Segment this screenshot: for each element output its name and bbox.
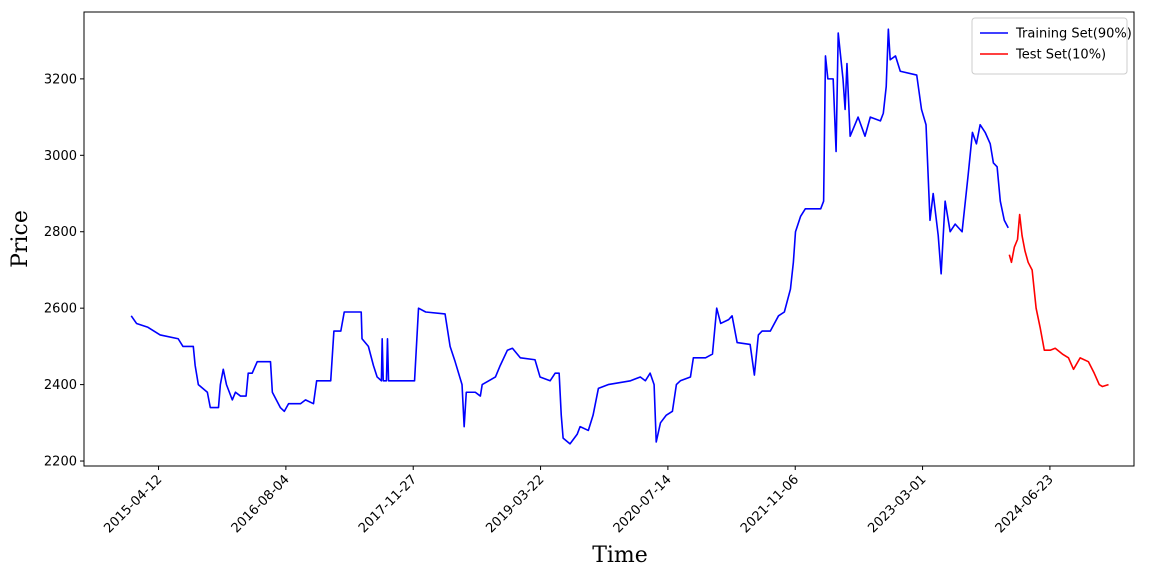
legend: Training Set(90%) Test Set(10%) <box>971 17 1132 75</box>
legend-label: Training Set(90%) <box>1015 27 1132 42</box>
y-tick-label: 2200 <box>44 455 77 470</box>
y-tick-label: 2600 <box>44 302 77 317</box>
line <box>1008 213 1109 388</box>
y-tick-label: 3000 <box>44 149 77 164</box>
y-tick-label: 2400 <box>44 378 77 393</box>
x-axis-label: Time <box>592 543 648 568</box>
y-axis-label: Price <box>8 210 33 268</box>
line <box>130 28 1009 445</box>
legend-box <box>971 17 1128 75</box>
y-tick-label: 3200 <box>44 72 77 87</box>
plot-frame <box>83 11 1135 467</box>
y-tick-label: 2800 <box>44 225 77 240</box>
legend-label: Test Set(10%) <box>1015 48 1106 63</box>
